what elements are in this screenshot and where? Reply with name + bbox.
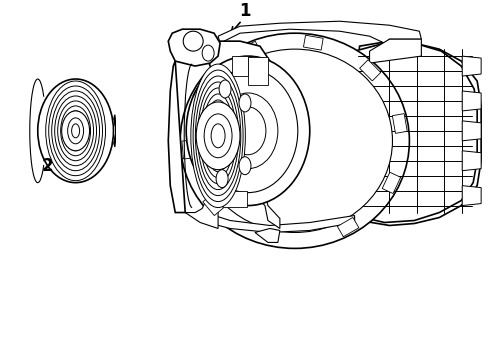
Polygon shape xyxy=(195,41,272,121)
Ellipse shape xyxy=(204,100,232,172)
Ellipse shape xyxy=(196,102,240,170)
Ellipse shape xyxy=(202,45,214,61)
Ellipse shape xyxy=(196,76,241,195)
Polygon shape xyxy=(303,35,323,50)
Ellipse shape xyxy=(68,118,84,144)
Ellipse shape xyxy=(52,91,99,171)
Ellipse shape xyxy=(46,81,105,181)
Polygon shape xyxy=(255,229,280,242)
Polygon shape xyxy=(193,80,212,102)
Polygon shape xyxy=(462,151,481,171)
Ellipse shape xyxy=(67,117,84,145)
Ellipse shape xyxy=(204,114,232,158)
Text: 2: 2 xyxy=(42,157,53,175)
Polygon shape xyxy=(462,121,481,141)
Polygon shape xyxy=(382,172,401,194)
Ellipse shape xyxy=(61,106,91,156)
Ellipse shape xyxy=(186,56,310,206)
Ellipse shape xyxy=(72,124,79,138)
Ellipse shape xyxy=(49,86,102,176)
Polygon shape xyxy=(200,212,355,233)
Polygon shape xyxy=(338,217,359,237)
Polygon shape xyxy=(232,56,248,76)
Polygon shape xyxy=(218,21,421,43)
Ellipse shape xyxy=(211,124,225,148)
Ellipse shape xyxy=(64,111,88,151)
Polygon shape xyxy=(355,43,477,222)
Ellipse shape xyxy=(193,70,243,202)
Ellipse shape xyxy=(62,111,90,151)
Ellipse shape xyxy=(202,94,234,178)
Polygon shape xyxy=(462,56,481,76)
Ellipse shape xyxy=(55,96,97,166)
Polygon shape xyxy=(462,186,481,206)
Ellipse shape xyxy=(58,101,94,161)
Ellipse shape xyxy=(230,107,266,155)
Text: 1: 1 xyxy=(239,2,251,20)
Ellipse shape xyxy=(239,94,251,112)
Ellipse shape xyxy=(183,31,203,51)
Polygon shape xyxy=(168,29,220,66)
Polygon shape xyxy=(203,194,223,216)
Polygon shape xyxy=(355,41,481,225)
Ellipse shape xyxy=(239,157,251,175)
Polygon shape xyxy=(223,190,247,207)
Polygon shape xyxy=(185,181,280,229)
Polygon shape xyxy=(369,39,421,63)
Ellipse shape xyxy=(191,64,245,208)
Ellipse shape xyxy=(197,49,392,233)
Polygon shape xyxy=(360,60,381,81)
Polygon shape xyxy=(392,114,407,133)
Ellipse shape xyxy=(218,93,278,169)
Polygon shape xyxy=(168,61,185,212)
Ellipse shape xyxy=(198,69,298,193)
Ellipse shape xyxy=(180,33,410,248)
Polygon shape xyxy=(462,91,481,111)
Ellipse shape xyxy=(38,79,114,183)
Polygon shape xyxy=(182,140,196,159)
Polygon shape xyxy=(248,57,268,85)
Ellipse shape xyxy=(200,88,236,184)
Ellipse shape xyxy=(219,80,231,98)
Polygon shape xyxy=(239,41,260,60)
Ellipse shape xyxy=(197,82,239,190)
Ellipse shape xyxy=(216,170,228,188)
